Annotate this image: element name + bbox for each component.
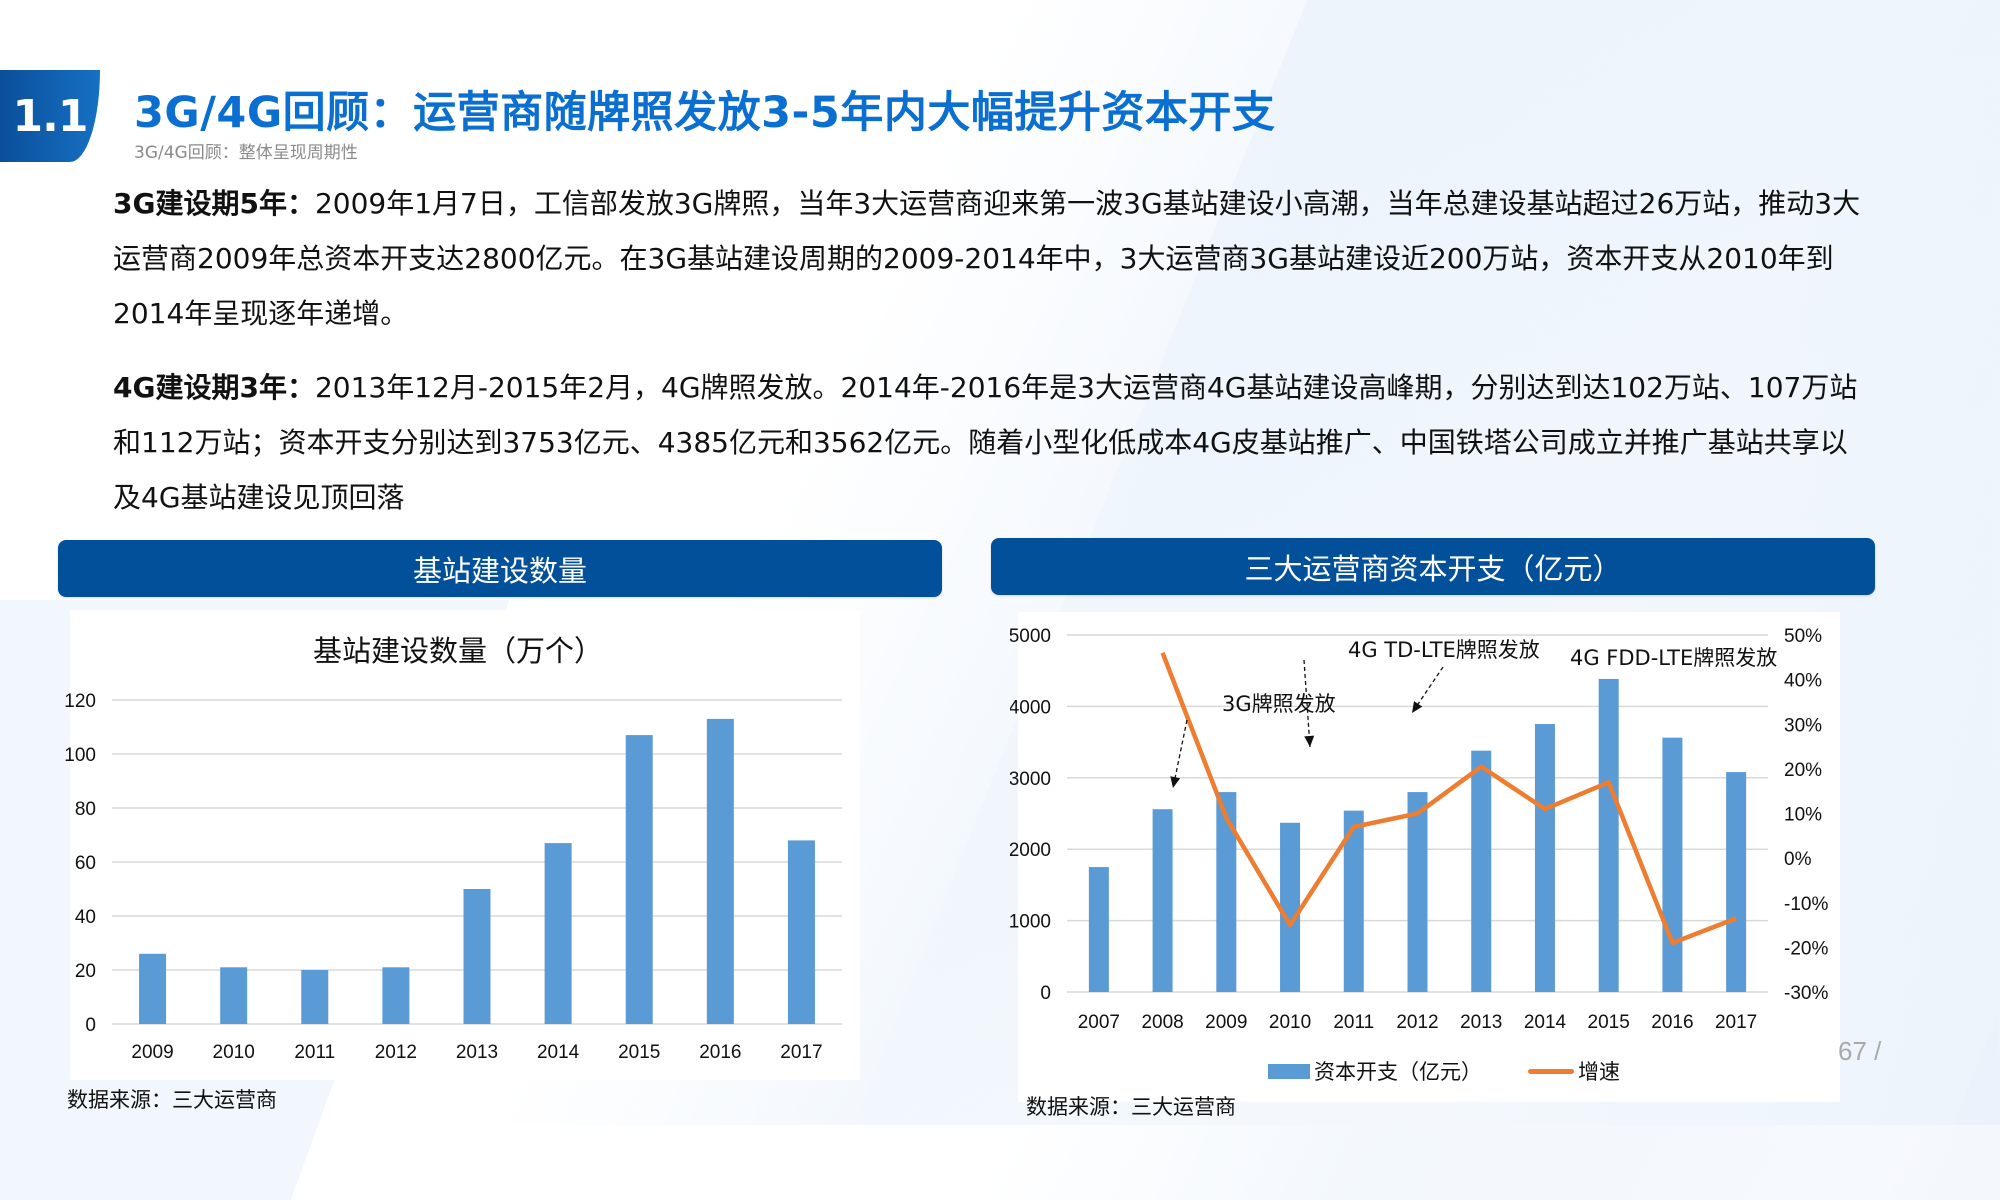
x-tick-label: 2015 bbox=[618, 1042, 660, 1063]
legend-label-growth: 增速 bbox=[1578, 1060, 1620, 1084]
x-tick-label: 2017 bbox=[1715, 1012, 1757, 1033]
bar bbox=[463, 889, 491, 1024]
y-left-tick-label: 2000 bbox=[1010, 840, 1051, 861]
y-left-tick-label: 4000 bbox=[1010, 697, 1051, 718]
y-right-tick-label: 30% bbox=[1784, 715, 1822, 736]
y-tick-label: 0 bbox=[85, 1015, 96, 1036]
bar bbox=[1598, 678, 1619, 992]
x-tick-label: 2009 bbox=[131, 1042, 173, 1063]
bar bbox=[1343, 810, 1364, 992]
chart-legend: 资本开支（亿元） 增速 bbox=[1268, 1056, 1620, 1086]
legend-swatch-line bbox=[1528, 1068, 1574, 1074]
bar bbox=[1407, 792, 1428, 992]
x-tick-label: 2010 bbox=[213, 1042, 255, 1063]
paragraph-lead: 3G建设期5年： bbox=[113, 187, 315, 220]
bar bbox=[625, 735, 653, 1024]
y-tick-label: 20 bbox=[75, 961, 96, 982]
bar bbox=[787, 840, 815, 1024]
page-title: 3G/4G回顾：运营商随牌照发放3-5年内大幅提升资本开支 bbox=[134, 88, 1276, 138]
bar-chart-base-stations: 0 20 40 60 80 100 120 2009 2010 2011 2012 2013 2014 2… bbox=[64, 691, 842, 1063]
annotation-arrow bbox=[1303, 659, 1311, 748]
y-left-tick-label: 3000 bbox=[1010, 769, 1051, 790]
page-subtitle: 3G/4G回顾：整体呈现周期性 bbox=[134, 143, 358, 163]
bar bbox=[1726, 772, 1747, 992]
x-tick-label: 2010 bbox=[1269, 1012, 1311, 1033]
legend-label-capex: 资本开支（亿元） bbox=[1314, 1060, 1482, 1084]
annotation-arrow bbox=[1172, 719, 1188, 789]
data-source-right: 数据来源：三大运营商 bbox=[1026, 1095, 1236, 1119]
y-right-tick-label: -30% bbox=[1784, 983, 1828, 1004]
y-right-tick-label: 0% bbox=[1784, 849, 1812, 870]
section-header-base-stations: 基站建设数量 bbox=[58, 540, 942, 597]
paragraph-text: 2013年12月-2015年2月，4G牌照发放。2014年-2016年是3大运营… bbox=[113, 371, 1858, 514]
legend-swatch-bar bbox=[1268, 1063, 1310, 1079]
bar bbox=[1280, 822, 1301, 992]
arrow-head-icon bbox=[1170, 776, 1181, 788]
bar bbox=[1216, 792, 1237, 992]
y-tick-label: 120 bbox=[64, 691, 96, 712]
paragraph-lead: 4G建设期3年： bbox=[113, 371, 315, 404]
x-tick-label: 2016 bbox=[699, 1042, 741, 1063]
x-tick-label: 2014 bbox=[1524, 1012, 1567, 1033]
growth-line bbox=[1160, 652, 1737, 946]
bar bbox=[1088, 867, 1109, 992]
y-right-tick-label: -20% bbox=[1784, 938, 1828, 959]
y-right-tick-label: 20% bbox=[1784, 760, 1822, 781]
section-header-capex: 三大运营商资本开支（亿元） bbox=[991, 538, 1875, 595]
section-number-badge: 1.1 bbox=[0, 70, 100, 162]
annotation-arrow bbox=[1411, 666, 1444, 714]
y-right-tick-label: 50% bbox=[1784, 626, 1822, 647]
bar bbox=[544, 843, 572, 1024]
arrow-head-icon bbox=[1412, 701, 1423, 713]
combo-chart-capex: 0 1000 2000 3000 4000 5000 -30% -20% -10% 0% 10% 20… bbox=[1010, 626, 1828, 1033]
y-left-tick-label: 1000 bbox=[1010, 912, 1051, 933]
y-tick-label: 100 bbox=[64, 745, 96, 766]
x-tick-label: 2015 bbox=[1588, 1012, 1630, 1033]
annotation-3g-license: 3G牌照发放 bbox=[1222, 692, 1336, 716]
x-tick-label: 2016 bbox=[1651, 1012, 1693, 1033]
bar bbox=[1534, 724, 1555, 992]
x-tick-label: 2008 bbox=[1141, 1012, 1183, 1033]
annotation-td-lte-license: 4G TD-LTE牌照发放 bbox=[1348, 638, 1540, 662]
x-tick-label: 2012 bbox=[1396, 1012, 1438, 1033]
x-tick-label: 2017 bbox=[780, 1042, 822, 1063]
y-right-tick-label: 10% bbox=[1784, 805, 1822, 826]
bar bbox=[220, 967, 248, 1024]
page-number: 67 / bbox=[1838, 1036, 1882, 1066]
x-tick-label: 2011 bbox=[294, 1042, 335, 1063]
y-left-tick-label: 0 bbox=[1040, 983, 1051, 1004]
bar bbox=[139, 953, 167, 1024]
y-tick-label: 60 bbox=[75, 853, 96, 874]
y-left-tick-label: 5000 bbox=[1010, 626, 1051, 647]
chart-title: 基站建设数量（万个） bbox=[313, 634, 604, 668]
x-tick-label: 2013 bbox=[456, 1042, 498, 1063]
paragraph-3g: 3G建设期5年：2009年1月7日，工信部发放3G牌照，当年3大运营商迎来第一波… bbox=[113, 176, 1873, 341]
arrow-head-icon bbox=[1304, 735, 1315, 747]
bar bbox=[301, 970, 329, 1024]
bar bbox=[1152, 809, 1173, 992]
bar bbox=[382, 967, 410, 1024]
paragraph-4g: 4G建设期3年：2013年12月-2015年2月，4G牌照发放。2014年-20… bbox=[113, 360, 1873, 525]
x-tick-label: 2013 bbox=[1460, 1012, 1502, 1033]
y-right-tick-label: 40% bbox=[1784, 671, 1822, 692]
x-tick-label: 2012 bbox=[375, 1042, 417, 1063]
bar bbox=[1471, 750, 1492, 992]
bar bbox=[706, 718, 734, 1024]
annotation-fdd-lte-license: 4G FDD-LTE牌照发放 bbox=[1570, 646, 1778, 670]
x-tick-label: 2007 bbox=[1078, 1012, 1120, 1033]
data-source-left: 数据来源：三大运营商 bbox=[67, 1088, 277, 1112]
bar bbox=[1662, 737, 1683, 992]
x-tick-label: 2014 bbox=[537, 1042, 580, 1063]
x-tick-label: 2011 bbox=[1333, 1012, 1374, 1033]
y-tick-label: 80 bbox=[75, 799, 96, 820]
x-tick-label: 2009 bbox=[1205, 1012, 1247, 1033]
y-right-tick-label: -10% bbox=[1784, 894, 1828, 915]
y-tick-label: 40 bbox=[75, 907, 96, 928]
paragraph-text: 2009年1月7日，工信部发放3G牌照，当年3大运营商迎来第一波3G基站建设小高… bbox=[113, 187, 1861, 330]
